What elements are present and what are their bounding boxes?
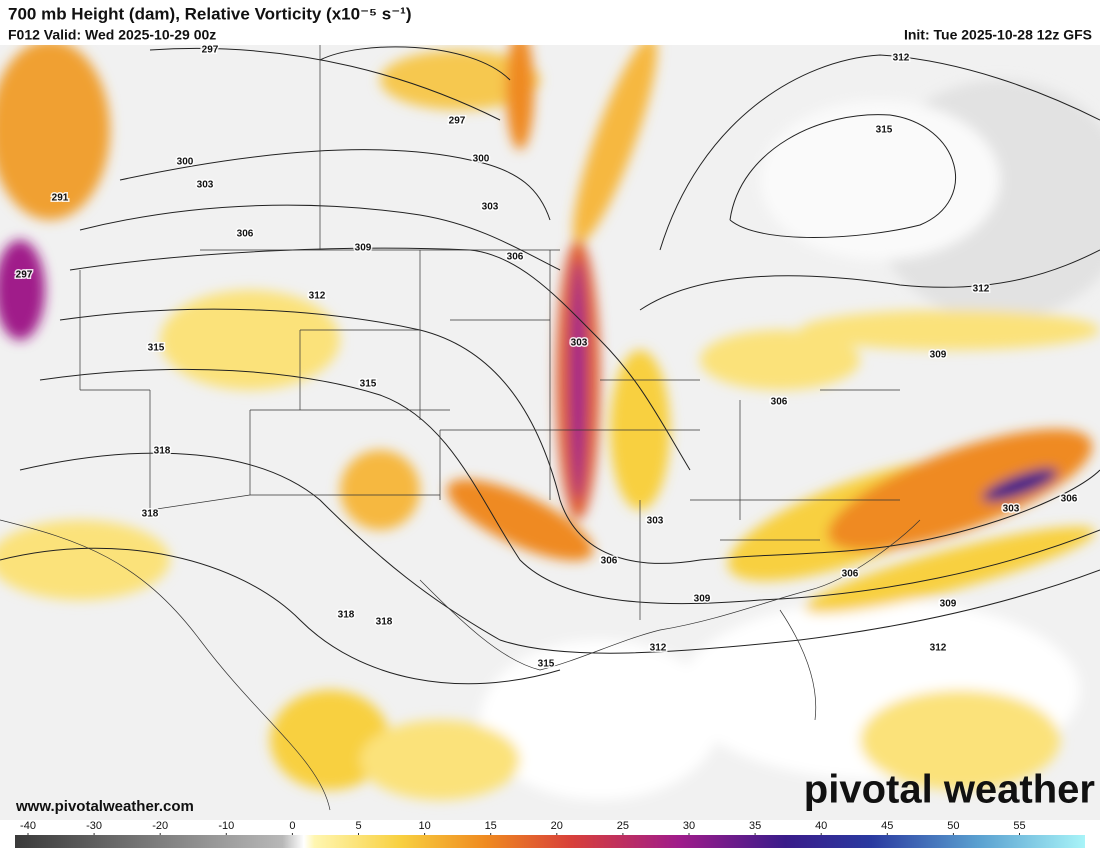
contour-label: 312 (973, 284, 990, 295)
contour-label: 306 (507, 252, 524, 263)
contour-label: 318 (142, 509, 159, 520)
colorbar-tick-label: 15 (485, 820, 497, 832)
contour-label: 303 (482, 202, 499, 213)
colorbar-ticks: -40 -30 -20 -10 0 5 10 15 20 25 30 35 40 45 50 55 (20, 820, 1026, 835)
contour-label: 306 (842, 569, 859, 580)
contour-label: 309 (355, 243, 372, 254)
contour-label: 315 (148, 343, 165, 354)
contour-label: 306 (1061, 494, 1078, 505)
contour-label: 312 (930, 643, 947, 654)
contour-label: 312 (650, 643, 667, 654)
colorbar-tick-label: 50 (947, 820, 959, 832)
contours (0, 46, 1100, 685)
colorbar-tick-label: 30 (683, 820, 695, 832)
site-url: www.pivotalweather.com (15, 798, 194, 815)
contour-label: 303 (197, 180, 214, 191)
contour-label: 318 (376, 617, 393, 628)
colorbar-tick-label: 10 (418, 820, 430, 832)
colorbar-tick-label: -30 (86, 820, 102, 832)
colorbar-tick-label: 35 (749, 820, 761, 832)
colorbar-tick-label: 0 (289, 820, 295, 832)
contour-label: 300 (473, 154, 490, 165)
contour-label: 303 (571, 338, 588, 349)
contour-label: 315 (538, 659, 555, 670)
colorbar-tick-label: -10 (218, 820, 234, 832)
colorbar (15, 835, 1085, 848)
contour-labels: 297 297 300 303 291 297 306 300 303 309 306 312 315 3… (14, 43, 1079, 671)
colorbar-tick-label: 55 (1013, 820, 1025, 832)
valid-time: F012 Valid: Wed 2025-10-29 00z (8, 27, 216, 43)
contour-label: 303 (647, 516, 664, 527)
boundaries (0, 45, 921, 811)
contour-label: 309 (940, 599, 957, 610)
colorbar-tick-label: 25 (617, 820, 629, 832)
colorbar-tick-label: -20 (152, 820, 168, 832)
contour-label: 297 (449, 116, 466, 127)
watermark: pivotal weather (804, 768, 1095, 812)
contour-label: 309 (930, 350, 947, 361)
contour-label: 318 (338, 610, 355, 621)
map-area (0, 45, 1100, 820)
contour-label: 291 (52, 193, 69, 204)
contour-label: 315 (876, 125, 893, 136)
vorticity-field (0, 45, 1100, 800)
colorbar-tick-label: 45 (881, 820, 893, 832)
contour-label: 300 (177, 157, 194, 168)
contour-label: 315 (360, 379, 377, 390)
colorbar-tick-label: -40 (20, 820, 36, 832)
contour-label: 297 (202, 45, 219, 56)
contour-label: 312 (893, 53, 910, 64)
contour-label: 297 (16, 270, 33, 281)
contour-label: 306 (237, 229, 254, 240)
title: 700 mb Height (dam), Relative Vorticity … (8, 4, 412, 23)
contour-label: 312 (309, 291, 326, 302)
colorbar-tick-label: 40 (815, 820, 827, 832)
contour-label: 306 (771, 397, 788, 408)
init-time: Init: Tue 2025-10-28 12z GFS (904, 27, 1092, 43)
contour-label: 309 (694, 594, 711, 605)
colorbar-tick-label: 5 (355, 820, 361, 832)
contour-label: 318 (154, 446, 171, 457)
contour-label: 306 (601, 556, 618, 567)
contour-label: 303 (1003, 504, 1020, 515)
colorbar-tick-label: 20 (551, 820, 563, 832)
